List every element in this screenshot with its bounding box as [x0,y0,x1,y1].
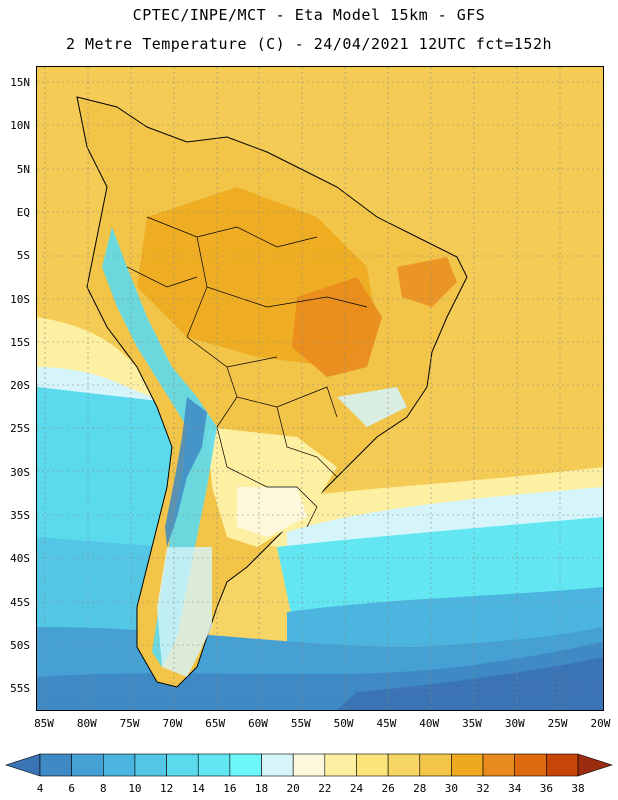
lon-label: 25W [547,717,568,730]
lat-label: 5N [16,162,30,176]
colorbar-tick-label: 16 [223,782,237,795]
pampas-pale [237,487,307,537]
lon-label: 35W [462,717,482,730]
colorbar-tick-label: 32 [476,782,490,795]
colorbar-tick-label: 10 [128,782,142,795]
colorbar-swatch [292,753,326,777]
lon-label: 40W [419,717,440,730]
lat-label: 10S [10,292,30,306]
colorbar-swatch [451,753,484,777]
colorbar-swatch [514,753,547,777]
colorbar-min-arrow [5,753,41,777]
colorbar-swatch [102,753,136,777]
colorbar-tick-label: 28 [413,782,427,795]
colorbar-swatch [387,753,421,777]
map-title: CPTEC/INPE/MCT - Eta Model 15km - GFS [132,6,486,24]
lon-label: 60W [248,717,268,730]
colorbar-swatch [356,753,389,777]
colorbar-tick-label: 6 [68,782,75,795]
colorbar-tick-label: 4 [36,782,44,795]
lon-label: 85W [34,717,54,730]
lat-label: 20S [10,379,30,393]
lat-label: 40S [10,552,30,566]
colorbar-swatch [482,753,516,777]
colorbar-tick-label: 26 [381,782,395,795]
colorbar-swatch [197,753,231,777]
colorbar-tick-label: 8 [99,782,107,795]
lat-label: 5S [16,249,30,263]
colorbar-swatch [134,753,167,777]
southeast-coast-cool [337,387,407,427]
colorbar-swatch [166,753,199,777]
colorbar-tick-label: 36 [539,782,553,795]
northeast-hot [397,257,457,307]
lat-label: 15N [10,76,30,89]
lat-label: 55S [10,682,30,696]
lon-label: 70W [162,717,183,730]
map-subtitle: 2 Metre Temperature (C) - 24/04/2021 12U… [65,35,553,53]
lon-label: 30W [504,717,525,730]
lat-label: 25S [10,422,30,436]
colorbar-tick-label: 34 [508,782,522,795]
lon-label: 80W [76,717,97,730]
graticule [37,67,603,710]
central-brazil-hot [292,277,382,377]
colorbar-tick-label: 12 [159,782,174,795]
lon-label: 45W [376,717,397,730]
patagonia-cool [157,547,212,677]
colorbar-tick-label: 22 [318,782,332,795]
colorbar-tick-label: 38 [571,782,585,795]
colorbar-swatch [39,753,72,777]
colorbar-max-arrow [577,753,613,777]
lon-label: 50W [333,717,354,730]
colorbar-swatch [261,753,294,777]
lat-label: 45S [10,595,30,609]
colorbar-swatch [71,753,104,777]
lon-label: 65W [205,717,226,730]
country-borders [126,216,368,528]
colorbar-tick-label: 30 [444,782,459,795]
colorbar-tick-label: 24 [349,782,364,795]
lat-label: 50S [10,638,30,652]
lon-label: 75W [119,717,140,730]
lon-label: 55W [290,717,311,730]
lat-label: EQ [16,205,30,219]
andes-coldest [165,397,207,547]
colorbar-tick-label: 14 [191,782,205,795]
lat-label: 15S [10,335,30,349]
lat-label: 35S [10,509,30,522]
colorbar-swatch [229,753,262,777]
colorbar-swatch [419,753,452,777]
lon-label: 20W [590,717,611,730]
lat-label: 10N [10,119,30,133]
colorbar-swatch [546,753,579,777]
colorbar-tick-label: 20 [286,782,300,795]
temperature-map [36,66,604,711]
lat-label: 30S [10,465,30,479]
colorbar-tick-label: 18 [254,782,269,795]
colorbar-swatch [324,753,357,777]
temperature-colorbar [5,753,613,777]
ocean-darkest-south [337,657,603,710]
